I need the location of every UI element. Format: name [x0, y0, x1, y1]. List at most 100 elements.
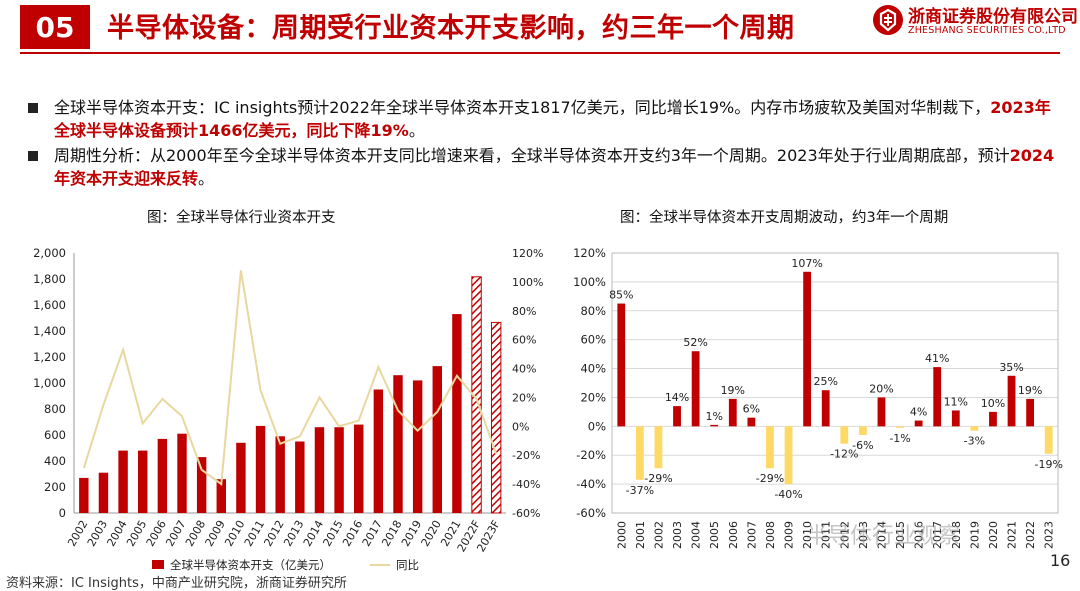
left-y-tick-label: 1,000 — [33, 376, 66, 390]
bar-value-label: 19% — [721, 384, 745, 397]
zheshang-logo-icon — [873, 5, 903, 35]
left-y-tick-label: 1,200 — [33, 350, 66, 364]
bar-value-label: 20% — [869, 382, 893, 395]
x-tick-label: 2023 — [1043, 521, 1056, 549]
x-tick-label: 2000 — [615, 521, 628, 549]
right-y-tick-label: 20% — [512, 391, 536, 404]
bar-value-label: 19% — [1018, 384, 1042, 397]
bar-value-label: 6% — [743, 403, 760, 416]
bar-value-label: 1% — [705, 410, 722, 423]
bullet-text-end: 。 — [408, 121, 425, 140]
bar-yoy — [989, 411, 997, 427]
bar-yoy — [1007, 375, 1016, 427]
bar-capex — [275, 436, 285, 513]
bar-capex — [354, 424, 364, 513]
left-y-tick-label: 1,800 — [33, 272, 66, 286]
x-tick-label: 2011 — [820, 521, 833, 549]
bar-yoy — [710, 424, 719, 427]
bar-capex — [373, 389, 384, 513]
x-tick-label: 2014 — [875, 521, 888, 549]
logo-text-cn: 浙商证券股份有限公司 — [908, 7, 1078, 27]
right-y-tick-label: 120% — [512, 247, 543, 260]
bar-value-label: -6% — [852, 439, 873, 452]
bar-value-label: -37% — [626, 484, 654, 497]
x-tick-label: 2013 — [857, 521, 870, 549]
right-y-tick-label: 100% — [512, 276, 543, 289]
bar-capex — [334, 427, 344, 513]
legend-bar-label: 全球半导体资本开支（亿美元） — [170, 558, 331, 572]
left-y-tick-label: 0 — [59, 506, 66, 520]
x-tick-label: 2022 — [1024, 521, 1037, 549]
x-tick-label: 2016 — [913, 521, 926, 549]
bar-yoy — [728, 398, 737, 427]
bar-capex — [295, 441, 305, 513]
x-tick-label: 2002 — [652, 521, 665, 549]
bar-yoy — [1026, 398, 1035, 427]
x-tick-label: 2012 — [838, 521, 851, 549]
chart1-title: 图：全球半导体行业资本开支 — [147, 210, 336, 226]
source-note: 资料来源：IC Insights，中商产业研究院，浙商证券研究所 — [6, 576, 347, 591]
x-tick-label: 2003 — [671, 521, 684, 549]
bar-yoy — [877, 397, 886, 427]
bar-value-label: 11% — [944, 395, 968, 408]
bar-yoy — [951, 410, 960, 427]
bar-value-label: 4% — [910, 406, 927, 419]
bar-capex — [157, 438, 168, 513]
bar-value-label: -40% — [774, 488, 802, 501]
bullet-item: 全球半导体资本开支：IC insights预计2022年全球半导体资本开支181… — [24, 96, 1064, 142]
bar-yoy — [747, 417, 756, 427]
line-yoy — [82, 270, 498, 486]
bar-yoy — [691, 351, 700, 427]
x-tick-label: 2010 — [801, 521, 814, 549]
bar-capex — [490, 321, 502, 514]
bullet-item: 周期性分析：从2000年至今全球半导体资本开支同比增速来看，全球半导体资本开支约… — [24, 144, 1064, 190]
bar-value-label: -1% — [889, 432, 910, 445]
y-tick-label: 20% — [580, 390, 606, 404]
bullet-highlight: 2024年资本开支迎来反转 — [54, 146, 1055, 188]
bullet-highlight: 2023年全球半导体设备预计1466亿美元，同比下降19% — [54, 98, 1051, 140]
bar-capex — [216, 479, 226, 513]
bar-capex — [432, 366, 442, 513]
x-tick-label: 2006 — [727, 521, 740, 549]
bar-value-label: 107% — [791, 257, 822, 270]
x-tick-label: 2004 — [690, 521, 703, 549]
bar-capex — [118, 450, 128, 513]
bar-value-label: 85% — [609, 289, 633, 302]
bar-value-label: 41% — [925, 352, 949, 365]
bar-yoy — [673, 406, 681, 427]
x-tick-label: 2021 — [1006, 521, 1019, 549]
left-y-tick-label: 1,400 — [33, 324, 66, 338]
section-badge: 05 — [20, 5, 90, 49]
x-tick-label: 2007 — [745, 521, 758, 549]
right-y-tick-label: 40% — [512, 363, 536, 376]
bar-yoy — [858, 426, 867, 435]
bar-capex — [177, 433, 187, 513]
x-tick-label: 2019 — [968, 521, 981, 549]
bar-capex — [412, 380, 423, 513]
title-divider — [20, 52, 1060, 54]
square-bullet-icon — [28, 151, 38, 161]
y-tick-label: 120% — [573, 246, 606, 260]
y-tick-label: 60% — [580, 333, 606, 347]
bar-capex — [255, 425, 266, 513]
bar-value-label: -19% — [1034, 458, 1062, 471]
bar-yoy — [617, 303, 626, 427]
x-tick-label: 2005 — [708, 521, 721, 549]
bar-capex — [138, 450, 148, 513]
y-tick-label: -40% — [576, 477, 606, 491]
bullet-text: 周期性分析：从2000年至今全球半导体资本开支同比增速来看，全球半导体资本开支约… — [54, 146, 1010, 165]
bar-yoy — [766, 426, 774, 469]
x-tick-label: 2009 — [783, 521, 796, 549]
bar-value-label: 14% — [665, 391, 689, 404]
company-logo: 浙商证券股份有限公司 ZHESHANG SECURITIES CO.,LTD — [872, 2, 1078, 42]
left-y-tick-label: 600 — [44, 428, 66, 442]
y-tick-label: 100% — [573, 275, 606, 289]
bar-capex — [98, 472, 109, 513]
square-bullet-icon — [28, 103, 38, 113]
bar-value-label: 25% — [813, 375, 837, 388]
bar-capex — [452, 314, 462, 513]
legend-line-label: 同比 — [396, 558, 419, 572]
logo-text-en: ZHESHANG SECURITIES CO.,LTD — [908, 25, 1066, 36]
y-tick-label: -60% — [576, 506, 606, 520]
